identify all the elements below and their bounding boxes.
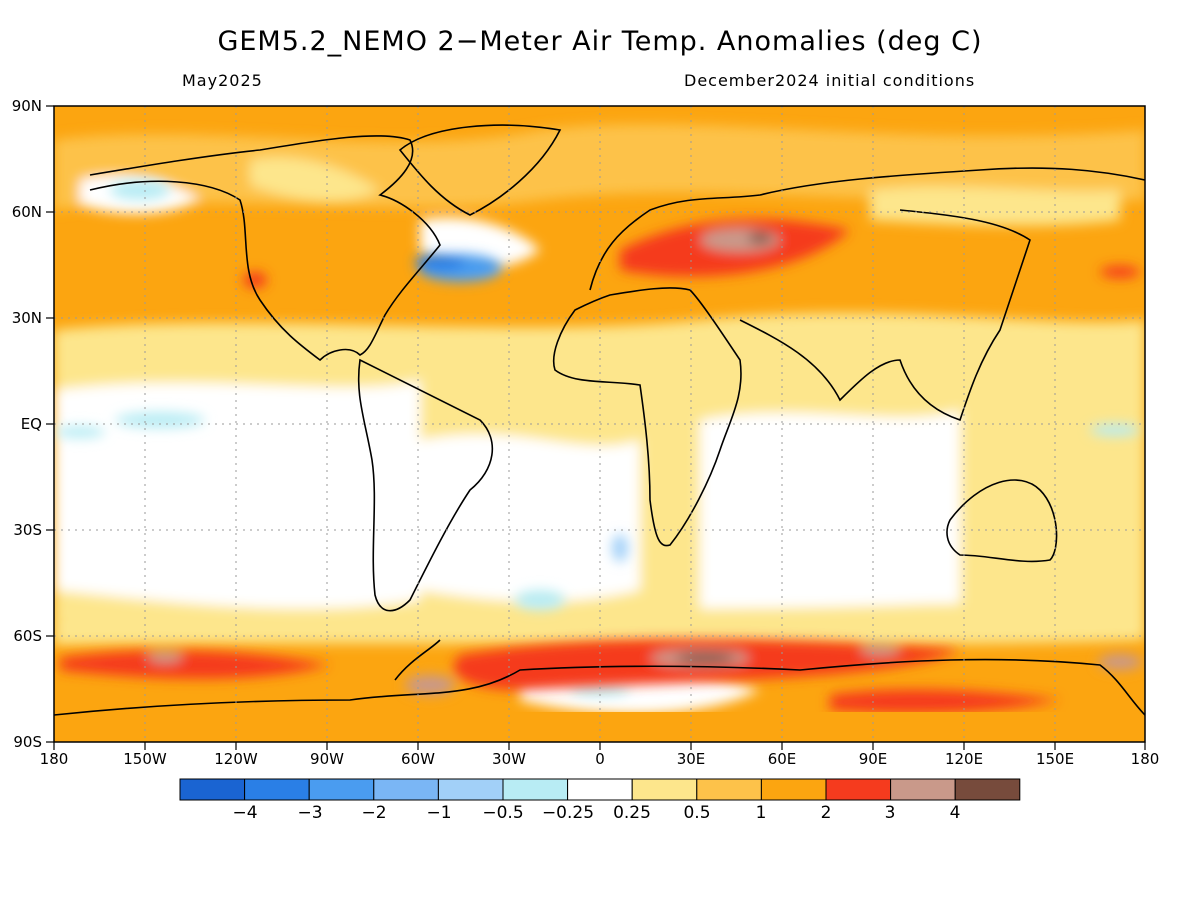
colorbar-swatch — [373, 778, 439, 801]
coastlines — [54, 124, 1145, 716]
colorbar-label: −0.25 — [541, 803, 595, 823]
colorbar-label: −4 — [232, 803, 258, 823]
colorbar-swatch — [631, 778, 698, 801]
lon-label-120w: 120W — [214, 750, 258, 768]
colorbar-label: 0.5 — [683, 803, 711, 823]
colorbar-swatch — [308, 778, 375, 801]
lon-label-180w: 180 — [39, 750, 69, 768]
init-conditions: December2024 initial conditions — [684, 71, 976, 90]
colorbar-label: 2 — [820, 803, 832, 823]
colorbar-swatch — [437, 778, 504, 801]
lat-label-90n: 90N — [11, 97, 42, 115]
colorbar-swatch — [179, 778, 246, 801]
lat-label-30s: 30S — [13, 521, 42, 539]
colorbar-swatch — [954, 778, 1021, 801]
colorbar-label: −3 — [297, 803, 323, 823]
colorbar-swatch — [502, 778, 569, 801]
lon-label-150e: 150E — [1035, 750, 1075, 768]
colorbar-label: −0.5 — [482, 803, 524, 823]
lon-label-90w: 90W — [310, 750, 344, 768]
colorbar-label: 3 — [884, 803, 896, 823]
gridlines — [54, 106, 1145, 742]
colorbar-label: 1 — [755, 803, 767, 823]
lon-label-180e: 180 — [1130, 750, 1160, 768]
colorbar-swatch — [567, 778, 633, 801]
colorbar-swatch — [825, 778, 892, 801]
lon-label-30w: 30W — [492, 750, 526, 768]
lat-label-eq: EQ — [20, 415, 42, 433]
lat-label-90s: 90S — [13, 733, 42, 751]
colorbar-label: 4 — [949, 803, 961, 823]
lon-label-150w: 150W — [123, 750, 167, 768]
colorbar-label: −1 — [426, 803, 452, 823]
valid-month: May2025 — [182, 71, 263, 90]
lon-label-60w: 60W — [401, 750, 435, 768]
colorbar-swatch — [244, 778, 310, 801]
lon-label-120e: 120E — [944, 750, 984, 768]
colorbar-swatch — [890, 778, 956, 801]
lat-label-30n: 30N — [11, 309, 42, 327]
lat-label-60n: 60N — [11, 203, 42, 221]
colorbar — [179, 778, 1021, 801]
lon-label-60e: 60E — [767, 750, 797, 768]
axis-ticks — [46, 105, 1146, 750]
colorbar-label: 0.25 — [613, 803, 651, 823]
colorbar-swatch — [696, 778, 762, 801]
lat-label-60s: 60S — [13, 627, 42, 645]
lon-label-30e: 30E — [676, 750, 706, 768]
colorbar-label: −2 — [361, 803, 387, 823]
lon-label-0: 0 — [595, 750, 605, 768]
chart-title: GEM5.2_NEMO 2−Meter Air Temp. Anomalies … — [217, 26, 983, 57]
colorbar-swatch — [760, 778, 827, 801]
lon-label-90e: 90E — [858, 750, 888, 768]
